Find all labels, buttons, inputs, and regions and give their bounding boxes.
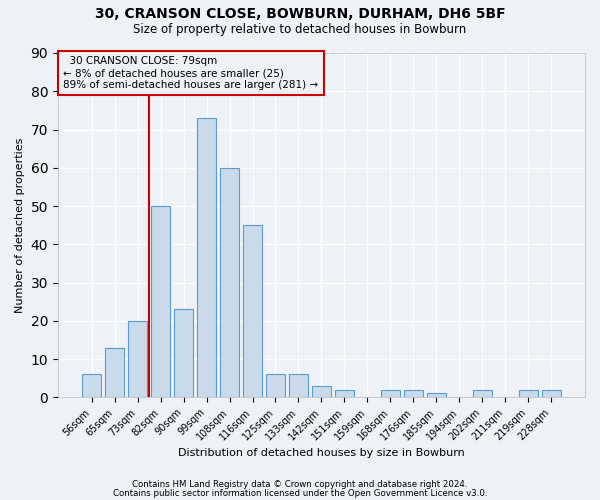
Bar [266,374,285,398]
Bar [151,206,170,398]
Text: Contains public sector information licensed under the Open Government Licence v3: Contains public sector information licen… [113,488,487,498]
Text: 30 CRANSON CLOSE: 79sqm  
← 8% of detached houses are smaller (25)
89% of semi-d: 30 CRANSON CLOSE: 79sqm ← 8% of detached… [63,56,318,90]
Bar [82,374,101,398]
Bar [404,390,423,398]
X-axis label: Distribution of detached houses by size in Bowburn: Distribution of detached houses by size … [178,448,465,458]
Bar [311,386,331,398]
Text: Size of property relative to detached houses in Bowburn: Size of property relative to detached ho… [133,22,467,36]
Text: Contains HM Land Registry data © Crown copyright and database right 2024.: Contains HM Land Registry data © Crown c… [132,480,468,489]
Text: 30, CRANSON CLOSE, BOWBURN, DURHAM, DH6 5BF: 30, CRANSON CLOSE, BOWBURN, DURHAM, DH6 … [95,8,505,22]
Y-axis label: Number of detached properties: Number of detached properties [15,138,25,313]
Bar [427,394,446,398]
Bar [220,168,239,398]
Bar [289,374,308,398]
Bar [197,118,217,398]
Bar [380,390,400,398]
Bar [105,348,124,398]
Bar [243,225,262,398]
Bar [128,321,148,398]
Bar [335,390,354,398]
Bar [174,310,193,398]
Bar [518,390,538,398]
Bar [473,390,492,398]
Bar [542,390,561,398]
